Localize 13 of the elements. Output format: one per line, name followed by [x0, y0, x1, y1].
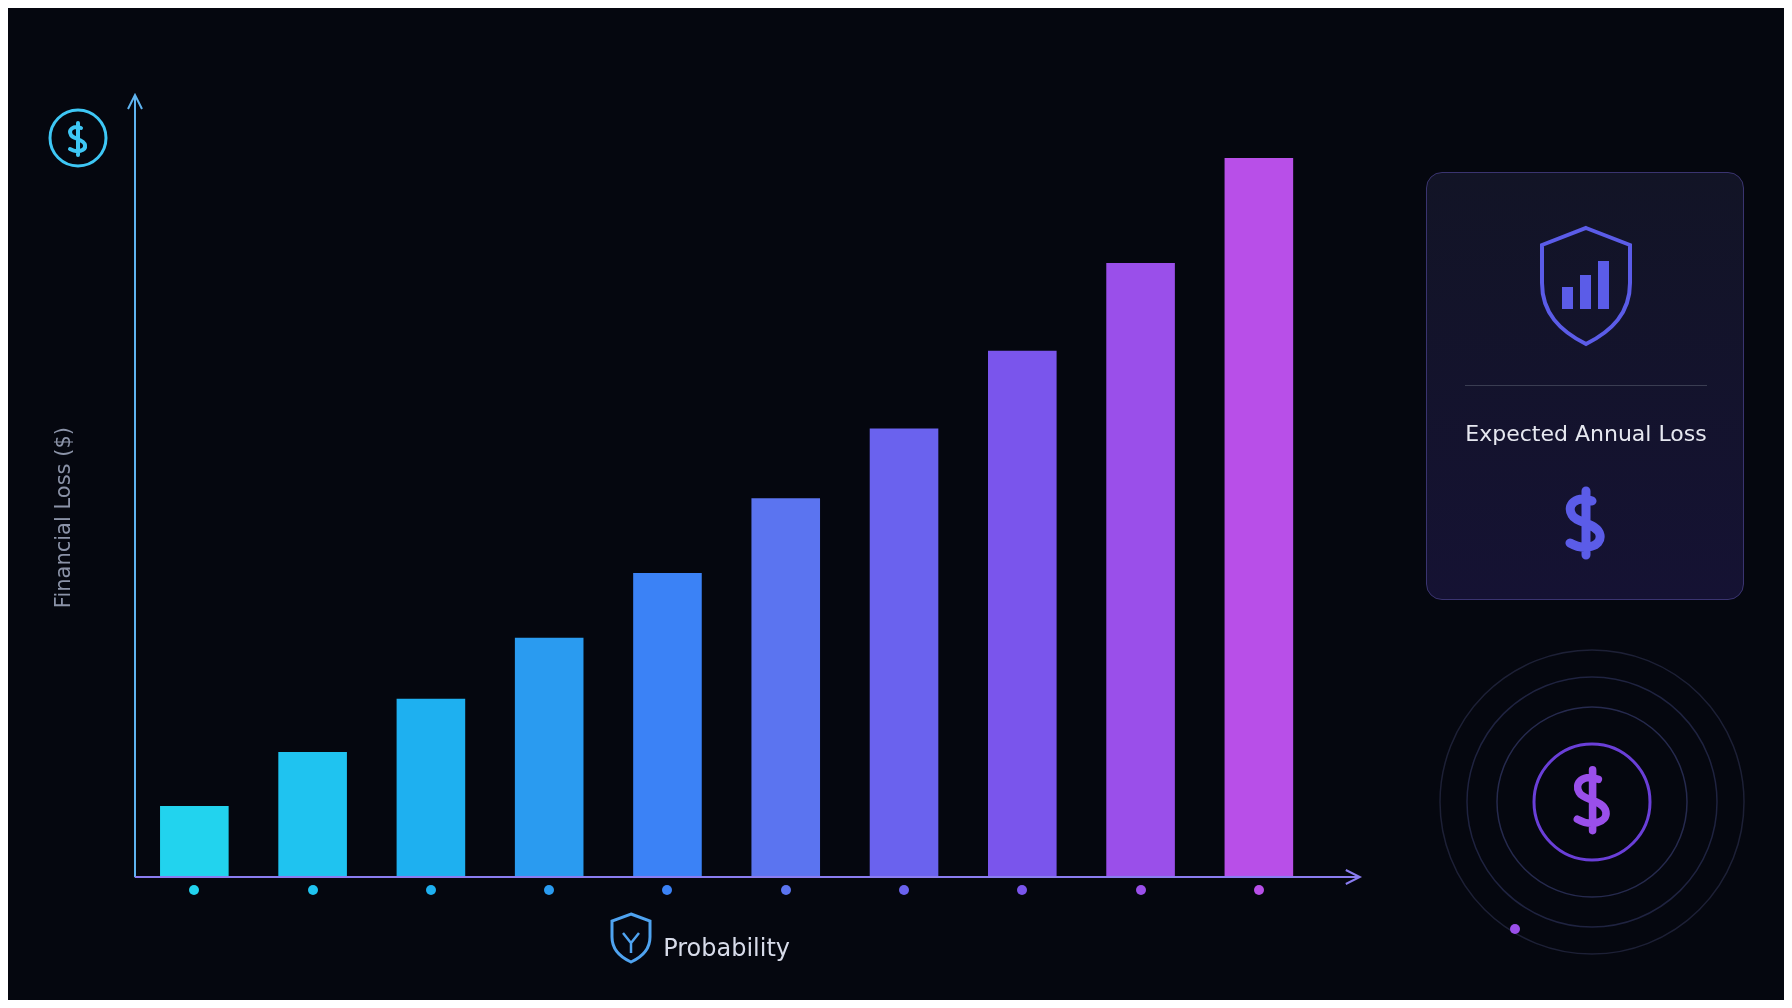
- x-axis-title: Probability: [663, 933, 791, 962]
- y-axis-title: Financial Loss ($): [51, 427, 76, 609]
- bar: [160, 806, 229, 878]
- card: Expected Annual Loss: [1426, 172, 1744, 600]
- bar: [514, 637, 584, 878]
- bar: [278, 752, 347, 878]
- bar: [1224, 158, 1294, 878]
- bar: [396, 698, 466, 878]
- bar: [1106, 263, 1175, 878]
- bar: [869, 428, 939, 878]
- bar: [751, 498, 821, 878]
- bar: [988, 350, 1057, 878]
- bar: [633, 572, 702, 878]
